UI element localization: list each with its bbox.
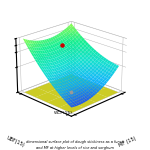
X-axis label: MF (15): MF (15) <box>118 136 137 148</box>
Text: dimensional surface plot of dough stickiness as a functi: dimensional surface plot of dough sticki… <box>26 140 124 144</box>
Text: and MF at higher levels of rice and sorghum: and MF at higher levels of rice and sorg… <box>36 146 114 150</box>
Y-axis label: UBF(15): UBF(15) <box>6 135 26 148</box>
